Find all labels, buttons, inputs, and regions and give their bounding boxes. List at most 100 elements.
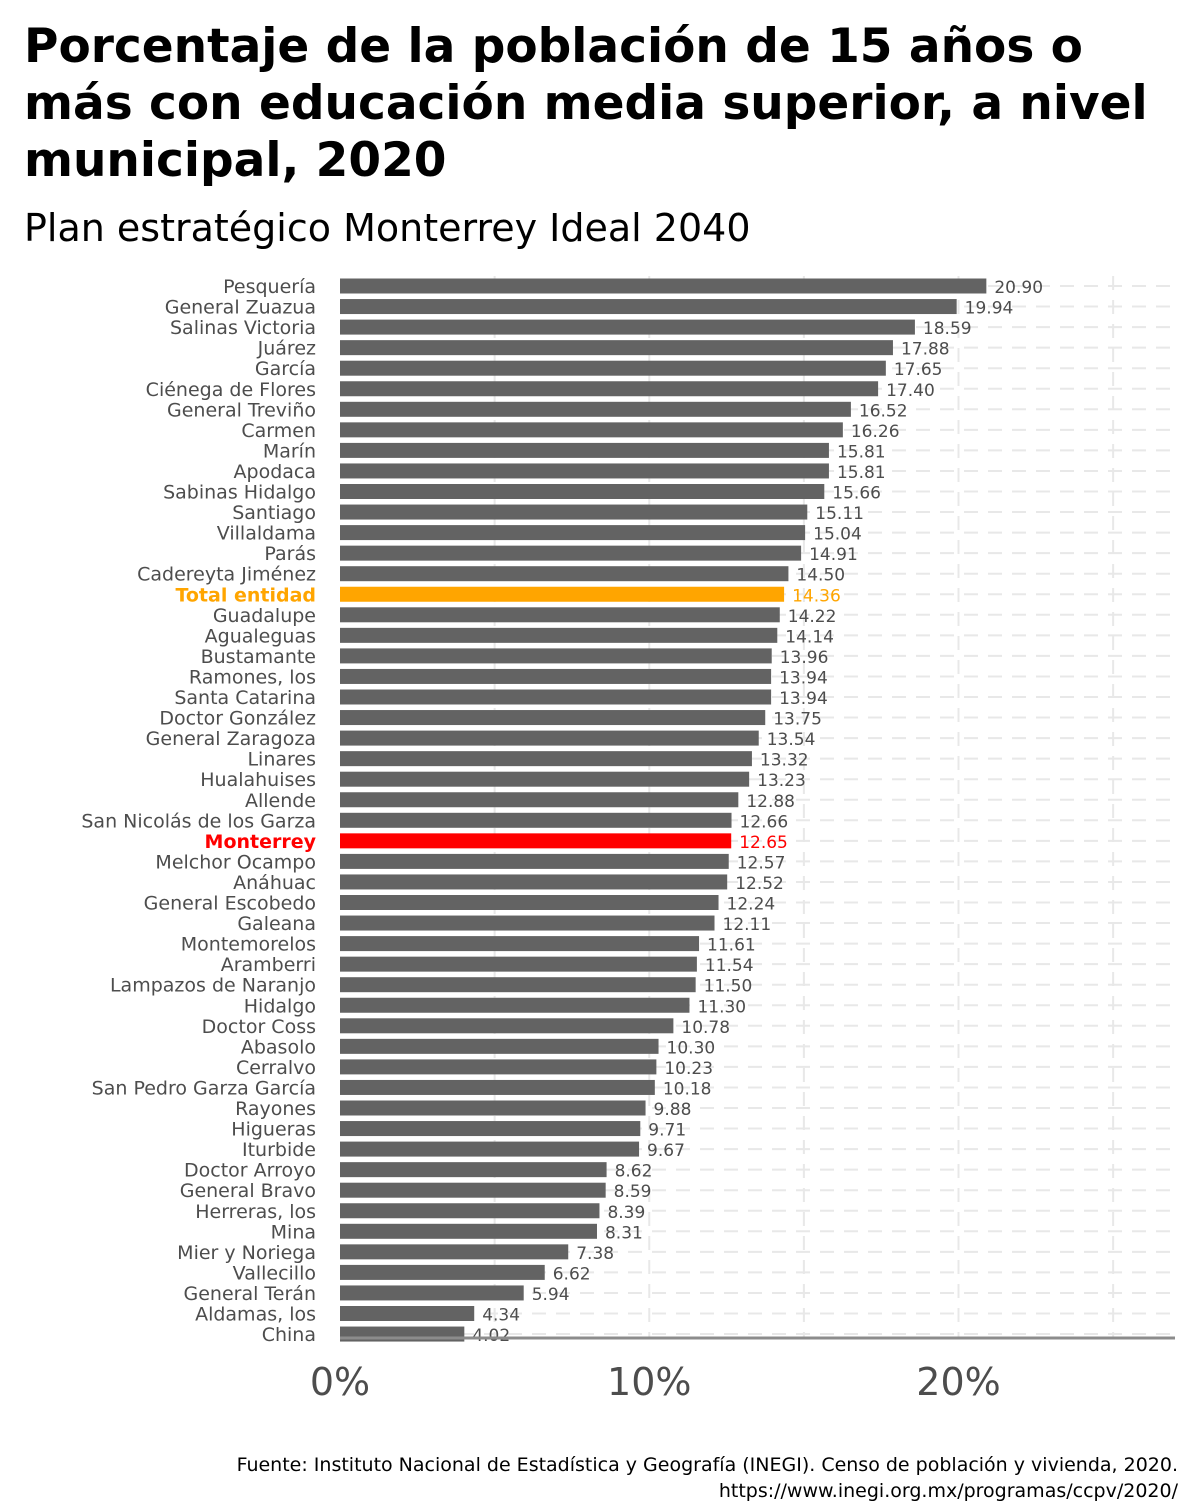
value-label: 4.34 (482, 1306, 520, 1326)
category-label: General Escobedo (144, 893, 316, 915)
category-label: Salinas Victoria (170, 317, 316, 339)
value-label: 17.88 (901, 340, 950, 360)
value-label: 14.22 (788, 607, 837, 627)
value-label: 18.59 (923, 319, 972, 339)
bar (340, 484, 825, 499)
bar (340, 730, 759, 746)
bar (340, 1306, 475, 1321)
category-label: Hidalgo (244, 995, 316, 1017)
category-label: Doctor González (159, 708, 316, 730)
bar (340, 977, 696, 993)
category-label: Total entidad (175, 584, 316, 606)
bar (340, 689, 772, 705)
bar (340, 792, 739, 808)
category-label: General Terán (184, 1283, 316, 1305)
value-label: 13.54 (767, 730, 816, 750)
value-label: 17.65 (894, 360, 943, 380)
value-label: 12.57 (737, 853, 786, 873)
category-label: Monterrey (205, 831, 317, 853)
value-label: 12.66 (740, 812, 789, 832)
bar (340, 586, 785, 602)
value-label: 15.66 (832, 484, 881, 504)
category-label: Aramberri (221, 954, 316, 976)
value-label: 11.54 (705, 956, 754, 976)
bar (340, 504, 808, 520)
category-label: Juárez (257, 338, 316, 360)
bar (340, 463, 829, 479)
category-label: Guadalupe (213, 605, 316, 627)
value-label: 11.50 (704, 977, 753, 997)
category-label: Ciénega de Flores (146, 379, 316, 401)
value-label: 15.81 (837, 442, 886, 462)
bar (340, 853, 729, 869)
value-label: 11.30 (697, 997, 746, 1017)
category-label: Apodaca (234, 461, 316, 483)
bar (340, 1100, 646, 1116)
category-label: Santiago (232, 502, 316, 524)
category-label: Doctor Coss (202, 1016, 316, 1038)
value-label: 10.18 (663, 1079, 712, 1099)
bar (340, 771, 750, 787)
value-label: 12.52 (735, 874, 784, 894)
x-tick-label: 0% (310, 1360, 370, 1404)
bar (340, 895, 719, 910)
category-label: Linares (247, 749, 316, 771)
category-label: Mina (271, 1221, 316, 1243)
bar (340, 627, 778, 643)
bar (340, 997, 690, 1013)
value-label: 11.61 (707, 936, 756, 956)
value-label: 13.75 (773, 710, 822, 730)
bar (340, 422, 843, 438)
value-label: 10.78 (681, 1018, 730, 1038)
value-label: 7.38 (576, 1244, 614, 1264)
value-label: 13.23 (757, 771, 806, 791)
category-label: Santa Catarina (174, 687, 316, 709)
category-label: General Bravo (180, 1180, 316, 1202)
chart-title: Porcentaje de la población de 15 años o … (24, 19, 1148, 188)
category-label: Vallecillo (233, 1262, 316, 1284)
bar (340, 381, 879, 397)
bar (340, 545, 802, 561)
value-label: 8.39 (607, 1203, 645, 1223)
value-label: 14.91 (809, 545, 858, 565)
bar (340, 1018, 674, 1034)
value-label: 12.65 (739, 833, 788, 853)
category-label: Hualahuises (200, 769, 316, 791)
value-label: 10.30 (667, 1038, 716, 1058)
category-label: Villaldama (217, 523, 316, 545)
bar (340, 1285, 524, 1301)
bar (340, 525, 806, 541)
value-label: 8.62 (615, 1162, 653, 1182)
value-label: 6.62 (553, 1264, 591, 1284)
category-label: García (255, 358, 316, 380)
category-label: Carmen (241, 420, 316, 442)
category-label: Iturbide (242, 1139, 316, 1161)
bar (340, 833, 732, 849)
category-label: China (262, 1324, 316, 1346)
bar (340, 1223, 597, 1239)
bar (340, 936, 700, 952)
value-label: 14.50 (796, 566, 845, 586)
bar (340, 874, 728, 890)
value-label: 14.36 (792, 586, 841, 606)
value-label: 19.94 (965, 299, 1014, 319)
bar (340, 915, 715, 931)
value-label: 15.81 (837, 463, 886, 483)
value-label: 13.94 (779, 668, 828, 688)
bar (340, 1038, 659, 1054)
bar (340, 1141, 640, 1157)
value-label: 16.52 (859, 401, 908, 421)
category-label: Abasolo (241, 1036, 316, 1058)
bar (340, 607, 780, 623)
value-label: 13.96 (780, 648, 829, 668)
value-label: 15.04 (813, 525, 862, 545)
bar (340, 1182, 606, 1198)
category-label: Marín (263, 440, 316, 462)
category-label: Pesquería (223, 276, 316, 298)
category-label: Herreras, los (195, 1201, 316, 1223)
value-label: 9.88 (654, 1100, 692, 1120)
value-label: 8.59 (614, 1182, 652, 1202)
bar (340, 710, 766, 726)
bar (340, 340, 893, 356)
